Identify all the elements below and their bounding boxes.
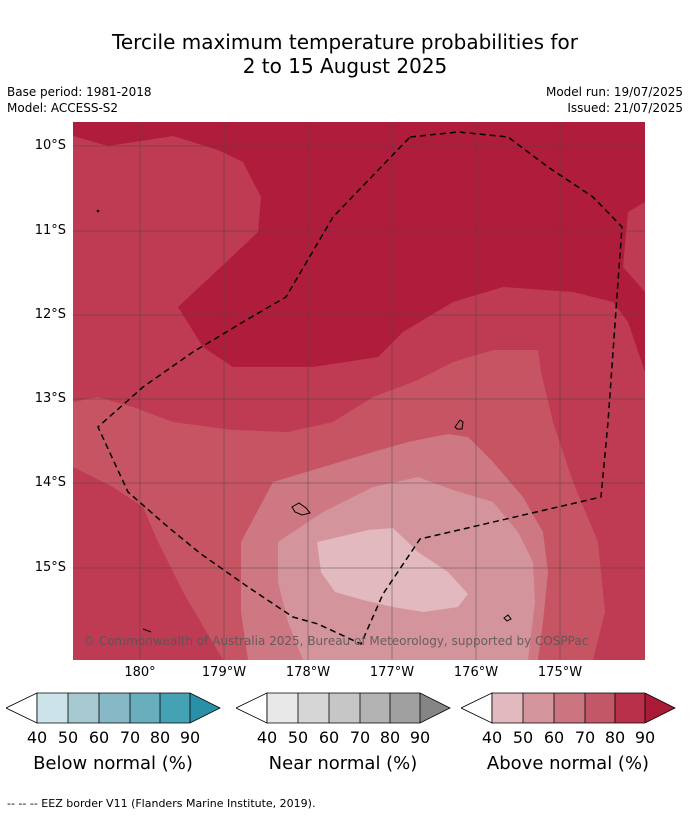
legend-tick: 40	[481, 728, 503, 747]
legend-swatch-near-50	[298, 693, 329, 723]
grid-lines	[73, 122, 645, 660]
lon-label: 177°W	[369, 665, 415, 680]
legend-swatch-below-60	[99, 693, 130, 723]
legend-tick: 40	[256, 728, 278, 747]
legend-tick: 80	[604, 728, 626, 747]
legend-swatch-above-80	[615, 693, 645, 723]
legend-swatch-near-max	[420, 693, 450, 723]
zone-40-50	[317, 528, 468, 612]
legend-tick: 40	[26, 728, 48, 747]
lat-label: 14°S	[34, 475, 66, 490]
legend-tick: 50	[287, 728, 309, 747]
issued-date: Issued: 21/07/2025	[567, 101, 683, 115]
legend-tick: 90	[409, 728, 431, 747]
meta-left: Base period: 1981-2018 Model: ACCESS-S2	[7, 84, 152, 116]
lat-label: 13°S	[34, 391, 66, 406]
legend-swatch-near-60	[329, 693, 360, 723]
legend-tick: 70	[574, 728, 596, 747]
meta-right: Model run: 19/07/2025 Issued: 21/07/2025	[546, 84, 683, 116]
map-title: Tercile maximum temperature probabilitie…	[0, 30, 690, 78]
lat-label: 15°S	[34, 560, 66, 575]
legend-swatch-above-50	[523, 693, 554, 723]
eez-footnote: -- -- -- EEZ border V11 (Flanders Marine…	[7, 797, 316, 810]
legend-swatch-below-70	[130, 693, 160, 723]
title-line-2: 2 to 15 August 2025	[242, 54, 448, 78]
legend-tick: 70	[119, 728, 141, 747]
lat-label: 10°S	[34, 138, 66, 153]
legend-above-normal	[461, 692, 676, 724]
legend-tick: 60	[318, 728, 340, 747]
model-name: Model: ACCESS-S2	[7, 101, 119, 115]
lon-label: 179°W	[201, 665, 247, 680]
legend-swatch-below-min	[6, 692, 38, 724]
legend-tick: 70	[349, 728, 371, 747]
legend-swatch-near-80	[390, 693, 420, 723]
lon-label: 176°W	[453, 665, 499, 680]
legend-swatch-above-min	[461, 692, 493, 724]
title-line-1: Tercile maximum temperature probabilitie…	[112, 30, 578, 54]
legend-swatch-below-40	[37, 693, 68, 723]
copyright-text: © Commonwealth of Australia 2025, Bureau…	[83, 634, 588, 648]
base-period: Base period: 1981-2018	[7, 85, 152, 99]
legend-swatch-near-min	[236, 692, 268, 724]
legend-swatch-above-70	[585, 693, 615, 723]
legend-near-normal	[236, 692, 451, 724]
legend-swatch-below-80	[160, 693, 190, 723]
lon-label: 175°W	[537, 665, 583, 680]
probability-map: © Commonwealth of Australia 2025, Bureau…	[73, 122, 645, 660]
island-2	[291, 502, 311, 516]
legend-tick: 90	[179, 728, 201, 747]
model-run: Model run: 19/07/2025	[545, 85, 683, 99]
legend-tick: 60	[543, 728, 565, 747]
legend-swatch-below-max	[190, 693, 220, 723]
legend-title-below: Below normal (%)	[33, 753, 193, 774]
legend-title-near: Near normal (%)	[268, 753, 418, 774]
legend-swatch-below-50	[68, 693, 99, 723]
island-4	[142, 628, 152, 633]
lon-label: 180°	[124, 665, 156, 680]
island-1	[454, 419, 464, 430]
legend-swatch-near-70	[360, 693, 390, 723]
legend-swatch-above-60	[554, 693, 585, 723]
legend-below-normal	[6, 692, 221, 724]
legend-tick: 50	[57, 728, 79, 747]
lon-label: 178°W	[285, 665, 331, 680]
legend-title-above: Above normal (%)	[486, 753, 650, 774]
legend-tick: 50	[512, 728, 534, 747]
lat-label: 11°S	[34, 223, 66, 238]
island-3	[503, 614, 512, 622]
legend-swatch-near-40	[267, 693, 298, 723]
lat-label: 12°S	[34, 307, 66, 322]
legend-swatch-above-max	[645, 693, 675, 723]
legend-tick: 60	[88, 728, 110, 747]
legend-tick: 90	[634, 728, 656, 747]
eez-border	[97, 131, 623, 646]
legend-tick: 80	[149, 728, 171, 747]
island-5	[96, 209, 100, 213]
islands	[96, 209, 512, 633]
legend-swatch-above-40	[492, 693, 523, 723]
zone-90-north	[73, 122, 645, 372]
legend-tick: 80	[379, 728, 401, 747]
